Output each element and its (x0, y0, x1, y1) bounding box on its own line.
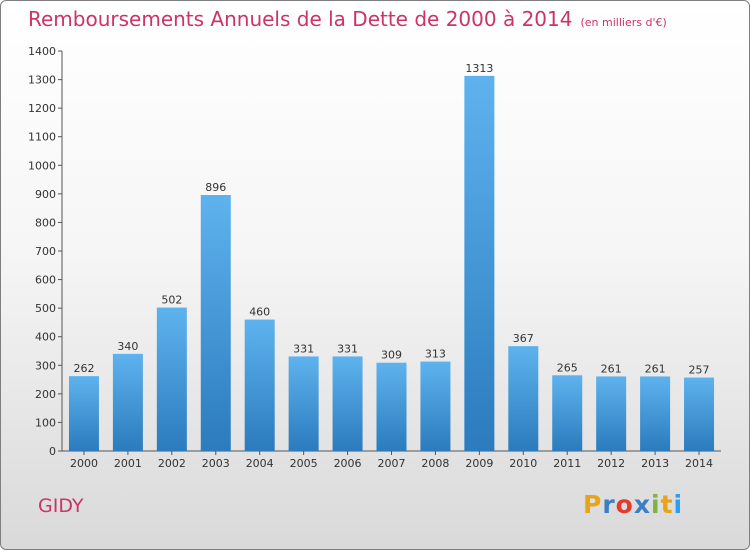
x-tick-label: 2001 (114, 457, 142, 470)
bar (68, 376, 99, 451)
chart-title: Remboursements Annuels de la Dette de 20… (28, 7, 667, 31)
x-tick-label: 2008 (421, 457, 449, 470)
logo-letter: r (602, 490, 616, 519)
y-tick-label: 1000 (28, 159, 56, 172)
bar (552, 375, 583, 451)
y-tick-label: 1400 (28, 45, 56, 58)
logo-letter: P (583, 490, 603, 519)
proxiti-logo: Proxiti (583, 490, 683, 519)
logo-letter: i (651, 490, 661, 519)
x-tick-label: 2013 (641, 457, 669, 470)
logo-letter: t (660, 490, 674, 519)
bar-value-label: 331 (337, 342, 358, 355)
x-tick-label: 2004 (246, 457, 274, 470)
bar (420, 361, 451, 451)
bar (464, 75, 495, 451)
y-tick-label: 500 (35, 302, 56, 315)
bar (640, 376, 671, 451)
bar-value-label: 261 (601, 362, 622, 375)
y-tick-label: 200 (35, 388, 56, 401)
bar-value-label: 460 (249, 306, 270, 319)
y-tick-label: 700 (35, 245, 56, 258)
x-tick-label: 2000 (70, 457, 98, 470)
bar (508, 346, 539, 451)
y-tick-label: 1100 (28, 131, 56, 144)
x-tick-label: 2010 (509, 457, 537, 470)
bar-value-label: 340 (117, 340, 138, 353)
x-tick-label: 2002 (158, 457, 186, 470)
bar-value-label: 502 (161, 294, 182, 307)
y-tick-label: 900 (35, 188, 56, 201)
bar-value-label: 331 (293, 342, 314, 355)
commune-name: GIDY (38, 495, 84, 517)
x-tick-label: 2003 (202, 457, 230, 470)
bar-value-label: 309 (381, 349, 402, 362)
chart-unit: (en milliers d'€) (580, 16, 667, 29)
bar-value-label: 313 (425, 348, 446, 361)
bar (244, 319, 275, 451)
y-tick-label: 400 (35, 331, 56, 344)
bar-value-label: 261 (645, 362, 666, 375)
y-tick-label: 0 (49, 445, 56, 458)
x-tick-label: 2009 (465, 457, 493, 470)
x-tick-label: 2007 (378, 457, 406, 470)
bar-value-label: 896 (205, 181, 226, 194)
logo-letter: o (615, 490, 634, 519)
chart-title-text: Remboursements Annuels de la Dette de 20… (28, 7, 573, 31)
bar (112, 353, 143, 451)
x-tick-label: 2006 (334, 457, 362, 470)
bar (376, 362, 407, 451)
y-tick-label: 100 (35, 416, 56, 429)
bar (288, 356, 319, 451)
bar-value-label: 1313 (465, 62, 493, 75)
x-tick-label: 2005 (290, 457, 318, 470)
axis-layer: 0 100 200 300 400 500 600 700 800 900 1000 1100 1200… (28, 45, 721, 470)
logo-letter: x (633, 490, 651, 519)
y-tick-label: 600 (35, 274, 56, 287)
y-tick-label: 1200 (28, 102, 56, 115)
y-tick-label: 1300 (28, 74, 56, 87)
bar (156, 307, 187, 451)
bar (200, 195, 231, 451)
bar-value-label: 262 (73, 362, 94, 375)
bar-value-label: 367 (513, 332, 534, 345)
bar (332, 356, 363, 451)
bar-layer: 262 340 502 896 460 331 331 309 313 1313 367 265 261… (68, 62, 715, 451)
logo-letter: i (673, 490, 684, 519)
bar (596, 376, 627, 451)
y-tick-label: 300 (35, 359, 56, 372)
bar-value-label: 265 (557, 361, 578, 374)
bar (684, 377, 715, 451)
x-tick-label: 2014 (685, 457, 713, 470)
x-tick-label: 2012 (597, 457, 625, 470)
x-tick-label: 2011 (553, 457, 581, 470)
bar-value-label: 257 (689, 364, 710, 377)
y-tick-label: 800 (35, 216, 56, 229)
